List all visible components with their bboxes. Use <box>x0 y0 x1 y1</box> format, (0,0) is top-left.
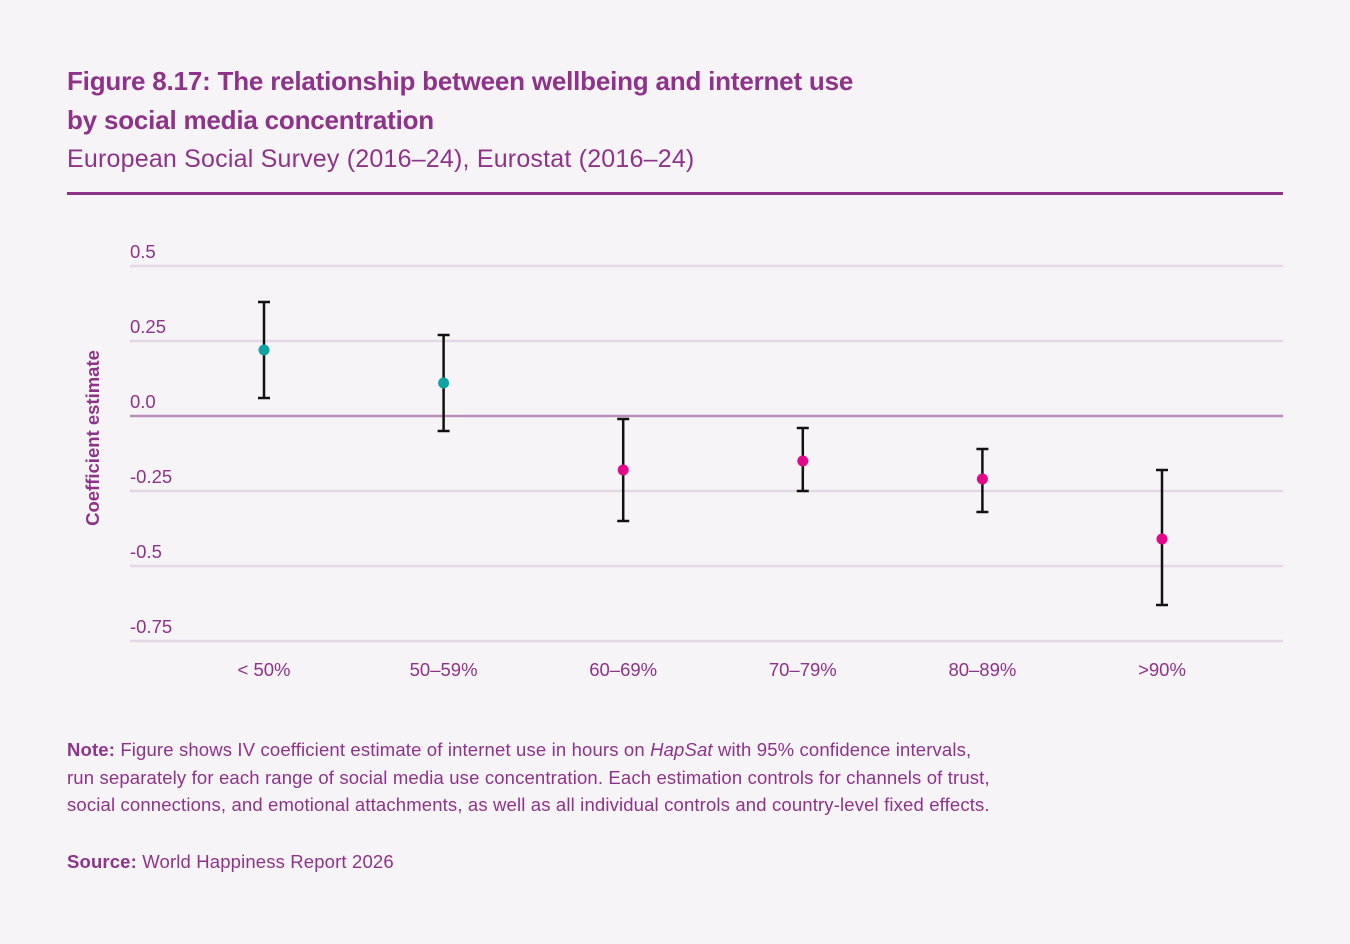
error-bar-group <box>796 426 809 493</box>
title-line-1: Figure 8.17: The relationship between we… <box>67 66 854 96</box>
x-tick-label: < 50% <box>238 659 291 680</box>
source-label: Source: <box>67 851 137 872</box>
point-estimate <box>797 455 809 467</box>
error-bar-group <box>976 447 989 514</box>
title-divider <box>67 192 1283 195</box>
y-tick-label: -0.25 <box>130 466 172 487</box>
data-marks <box>258 300 1168 607</box>
y-tick-label: 0.25 <box>130 316 166 337</box>
figure-note: Note: Figure shows IV coefficient estima… <box>67 736 1267 819</box>
figure-subtitle: European Social Survey (2016–24), Eurost… <box>67 145 695 173</box>
point-estimate <box>617 464 629 476</box>
point-estimate <box>258 344 270 356</box>
error-bar-group <box>617 417 630 523</box>
x-tick-label: 80–89% <box>948 659 1016 680</box>
y-axis-label: Coefficient estimate <box>82 350 103 526</box>
x-tick-label: 50–59% <box>410 659 478 680</box>
x-tick-labels: < 50% 50–59% 60–69% 70–79% 80–89% >90% <box>238 659 1186 680</box>
note-text-1a: Figure shows IV coefficient estimate of … <box>115 739 651 760</box>
note-line-2: run separately for each range of social … <box>67 766 990 788</box>
title-line-2: by social media concentration <box>67 105 434 135</box>
x-tick-label: 70–79% <box>769 659 837 680</box>
y-tick-label: 0.5 <box>130 241 156 262</box>
y-tick-label: 0.0 <box>130 391 156 412</box>
figure-title: Figure 8.17: The relationship between we… <box>67 62 1067 140</box>
point-estimate <box>1156 533 1168 545</box>
point-estimate <box>438 377 450 389</box>
error-bar-group <box>437 333 450 433</box>
x-tick-label: >90% <box>1138 659 1186 680</box>
error-bar-group <box>1156 468 1168 607</box>
note-text-1b: with 95% confidence intervals, <box>712 739 972 760</box>
note-hapsat: HapSat <box>650 739 713 760</box>
y-tick-labels: 0.5 0.25 0.0 -0.25 -0.5 -0.75 <box>130 241 172 637</box>
error-bar-group <box>258 300 270 400</box>
figure-source: Source: World Happiness Report 2026 <box>67 848 394 875</box>
gridlines <box>130 264 1283 643</box>
note-line-3: social connections, and emotional attach… <box>67 794 990 816</box>
x-tick-label: 60–69% <box>589 659 657 680</box>
source-text: World Happiness Report 2026 <box>136 851 394 872</box>
note-label: Note: <box>67 739 116 760</box>
y-tick-label: -0.5 <box>130 541 162 562</box>
y-tick-label: -0.75 <box>130 616 172 637</box>
note-line-1: Note: Figure shows IV coefficient estima… <box>67 736 1267 764</box>
point-estimate <box>976 473 988 485</box>
